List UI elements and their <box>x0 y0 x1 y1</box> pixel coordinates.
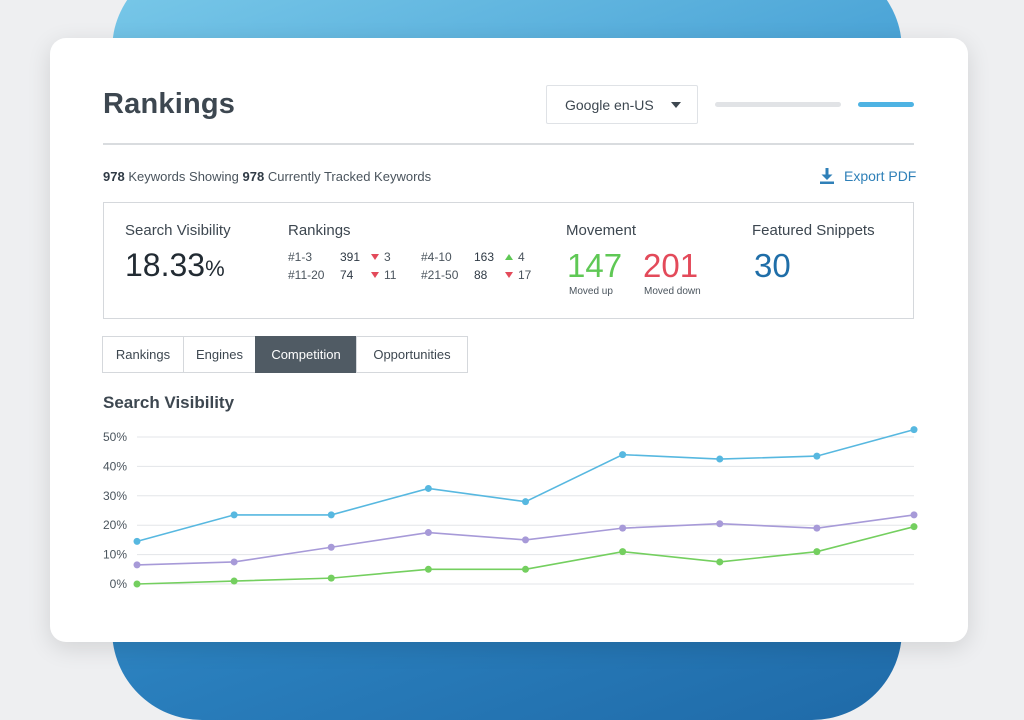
ranking-range: #21-50 <box>421 268 459 282</box>
ranking-delta: 3 <box>371 250 391 264</box>
tab-engines[interactable]: Engines <box>183 336 256 373</box>
download-icon <box>820 168 834 184</box>
data-point[interactable] <box>522 565 529 573</box>
data-point[interactable] <box>813 548 821 556</box>
data-point[interactable] <box>813 452 821 460</box>
y-tick-label: 40% <box>103 459 127 473</box>
series-line-1 <box>136 428 915 543</box>
data-point[interactable] <box>910 511 918 519</box>
y-tick-label: 20% <box>103 518 127 532</box>
stats-panel: Search Visibility 18.33% Rankings #1-3 3… <box>103 202 914 319</box>
data-point[interactable] <box>619 451 627 459</box>
data-point[interactable] <box>522 498 529 506</box>
arrow-down-icon <box>505 272 513 278</box>
tab-competition[interactable]: Competition <box>255 336 357 373</box>
data-point[interactable] <box>619 524 627 532</box>
data-point[interactable] <box>327 511 335 519</box>
view-toggle-option-2[interactable] <box>858 102 914 107</box>
y-tick-label: 50% <box>103 430 127 444</box>
data-point[interactable] <box>327 574 335 582</box>
search-visibility-label: Search Visibility <box>125 222 231 239</box>
tab-opportunities[interactable]: Opportunities <box>356 336 468 373</box>
data-point[interactable] <box>910 426 918 434</box>
keywords-showing-count: 978 <box>103 169 125 184</box>
ranking-count: 88 <box>474 268 488 282</box>
tab-bar: Rankings Engines Competition Opportuniti… <box>102 336 468 373</box>
featured-snippets-label: Featured Snippets <box>752 222 875 239</box>
moved-down-value: 201 <box>643 247 699 284</box>
ranking-count: 74 <box>340 268 354 282</box>
featured-snippets-value: 30 <box>754 247 791 284</box>
data-point[interactable] <box>327 543 335 551</box>
data-point[interactable] <box>424 529 432 537</box>
search-engine-value: Google en-US <box>565 96 654 113</box>
search-visibility-value: 18.33% <box>125 247 225 283</box>
y-tick-label: 30% <box>103 489 127 503</box>
data-point[interactable] <box>424 565 432 573</box>
arrow-up-icon <box>505 254 513 260</box>
keywords-showing-text: Keywords Showing <box>128 169 239 184</box>
header-divider <box>103 143 914 145</box>
export-pdf-label: Export PDF <box>844 168 917 184</box>
page-title: Rankings <box>103 88 236 120</box>
data-point[interactable] <box>133 561 141 569</box>
ranking-count: 163 <box>474 250 495 264</box>
tracked-keywords-summary: 978 Keywords Showing 978 Currently Track… <box>103 169 431 184</box>
search-visibility-chart: 0% 10% 20% 30% 40% 50% <box>103 426 918 591</box>
view-toggle-option-1[interactable] <box>715 102 841 107</box>
ranking-range: #1-3 <box>288 250 313 264</box>
ranking-delta: 17 <box>505 268 531 282</box>
data-point[interactable] <box>230 577 238 585</box>
data-point[interactable] <box>133 580 141 588</box>
y-tick-label: 0% <box>110 577 128 591</box>
data-point[interactable] <box>619 548 627 556</box>
export-pdf-button[interactable]: Export PDF <box>820 168 916 184</box>
y-tick-label: 10% <box>103 548 127 562</box>
tracked-keywords-count: 978 <box>242 169 265 184</box>
movement-label: Movement <box>566 222 637 239</box>
data-point[interactable] <box>716 558 724 566</box>
ranking-count: 391 <box>340 250 361 264</box>
tab-rankings[interactable]: Rankings <box>102 336 184 373</box>
data-point[interactable] <box>522 536 529 544</box>
rankings-label: Rankings <box>288 222 351 239</box>
search-engine-dropdown[interactable]: Google en-US <box>546 85 698 124</box>
ranking-delta: 4 <box>505 250 525 264</box>
data-point[interactable] <box>133 537 141 545</box>
chart-title: Search Visibility <box>103 393 235 412</box>
ranking-range: #4-10 <box>421 250 452 264</box>
ranking-delta: 11 <box>371 268 396 282</box>
arrow-down-icon <box>371 272 379 278</box>
moved-up-value: 147 <box>567 247 623 284</box>
rankings-card: Rankings Google en-US 978 Keywords Showi… <box>50 38 968 642</box>
data-point[interactable] <box>716 520 724 528</box>
chevron-down-icon <box>671 102 681 108</box>
data-point[interactable] <box>910 523 918 531</box>
data-point[interactable] <box>813 524 821 532</box>
moved-down-label: Moved down <box>644 286 701 297</box>
arrow-down-icon <box>371 254 379 260</box>
data-point[interactable] <box>230 558 238 566</box>
series-line-3 <box>136 525 915 585</box>
tracked-keywords-text: Currently Tracked Keywords <box>267 169 432 184</box>
moved-up-label: Moved up <box>569 286 613 297</box>
data-point[interactable] <box>424 484 432 492</box>
data-point[interactable] <box>716 455 724 463</box>
data-point[interactable] <box>230 511 238 519</box>
ranking-range: #11-20 <box>288 268 325 282</box>
